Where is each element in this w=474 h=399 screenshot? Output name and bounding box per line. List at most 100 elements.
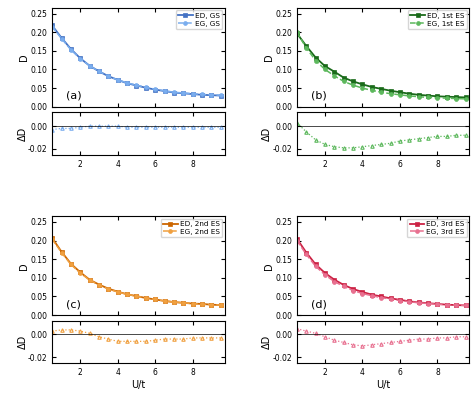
ED, 1st ES [425,93,431,98]
EG, GS [87,63,92,68]
Y-axis label: D: D [264,262,273,270]
ED, 2nd ES [152,297,158,302]
ED, GS [209,93,214,98]
ED, 3rd ES [463,303,468,308]
ED, GS [106,74,111,79]
EG, 2nd ES [152,297,158,302]
ED, 3rd ES [350,286,356,291]
EG, 2nd ES [59,250,64,255]
Legend: ED, 1st ES, EG, 1st ES: ED, 1st ES, EG, 1st ES [408,10,467,29]
ED, GS [124,81,130,86]
EG, 3rd ES [378,295,384,300]
Line: EG, 2nd ES: EG, 2nd ES [50,237,223,307]
ED, GS [162,89,167,93]
EG, 3rd ES [322,273,328,277]
ED, 3rd ES [388,296,393,301]
ED, GS [68,47,74,51]
EG, 1st ES [322,67,328,72]
ED, 1st ES [388,88,393,93]
ED, 1st ES [303,43,309,48]
EG, 3rd ES [369,293,374,298]
EG, GS [77,56,83,61]
EG, 3rd ES [331,279,337,284]
EG, GS [106,74,111,79]
ED, GS [199,93,205,97]
EG, 2nd ES [143,296,149,300]
EG, 1st ES [453,96,459,101]
X-axis label: U/t: U/t [131,380,146,390]
EG, GS [96,69,102,74]
Y-axis label: ΔD: ΔD [18,335,27,349]
EG, 2nd ES [134,294,139,298]
ED, 1st ES [331,69,337,74]
ED, GS [96,69,102,74]
ED, GS [181,91,186,96]
Text: (d): (d) [310,299,327,309]
EG, GS [49,24,55,29]
ED, GS [152,87,158,92]
Y-axis label: D: D [264,53,273,61]
ED, GS [115,77,120,82]
EG, 2nd ES [87,278,92,282]
EG, 3rd ES [416,300,421,305]
EG, 3rd ES [407,299,412,304]
EG, 1st ES [331,73,337,78]
ED, GS [87,63,92,68]
ED, 3rd ES [453,303,459,308]
EG, 2nd ES [115,290,120,294]
ED, 2nd ES [106,286,111,291]
EG, 1st ES [378,90,384,95]
ED, GS [218,93,224,98]
EG, 1st ES [407,93,412,98]
ED, 1st ES [313,55,319,60]
Y-axis label: D: D [19,262,29,270]
ED, 1st ES [350,79,356,84]
ED, 3rd ES [416,300,421,305]
ED, 1st ES [397,90,403,95]
EG, 3rd ES [360,291,365,296]
ED, 2nd ES [87,277,92,282]
ED, 2nd ES [171,300,177,304]
EG, GS [199,92,205,97]
EG, 3rd ES [453,303,459,308]
EG, 1st ES [397,93,403,97]
EG, 2nd ES [162,298,167,303]
EG, GS [162,88,167,93]
ED, 1st ES [294,31,300,36]
EG, 1st ES [416,94,421,99]
ED, 3rd ES [313,262,319,267]
EG, 3rd ES [463,303,468,308]
ED, 1st ES [435,94,440,99]
X-axis label: U/t: U/t [376,380,390,390]
ED, 1st ES [407,91,412,96]
ED, 3rd ES [341,282,346,287]
ED, 1st ES [322,64,328,69]
EG, 3rd ES [350,288,356,293]
Line: EG, GS: EG, GS [50,25,223,97]
EG, GS [68,47,74,52]
ED, 3rd ES [294,236,300,241]
ED, 3rd ES [331,277,337,282]
ED, 1st ES [378,87,384,91]
EG, 2nd ES [106,286,111,291]
ED, 1st ES [416,93,421,97]
EG, 2nd ES [209,302,214,307]
ED, 3rd ES [397,297,403,302]
Legend: ED, 2nd ES, EG, 2nd ES: ED, 2nd ES, EG, 2nd ES [161,219,222,237]
ED, 2nd ES [96,282,102,287]
EG, 1st ES [435,95,440,100]
EG, 2nd ES [181,300,186,305]
Legend: ED, GS, EG, GS: ED, GS, EG, GS [176,10,222,29]
EG, 3rd ES [425,301,431,306]
Line: ED, 1st ES: ED, 1st ES [295,32,467,99]
EG, 3rd ES [303,252,309,257]
ED, 2nd ES [77,270,83,275]
EG, 3rd ES [397,298,403,303]
ED, 2nd ES [134,294,139,298]
ED, 2nd ES [124,292,130,296]
ED, 3rd ES [360,290,365,294]
EG, 2nd ES [218,303,224,308]
Line: ED, GS: ED, GS [50,24,223,97]
Line: ED, 3rd ES: ED, 3rd ES [295,237,467,307]
EG, 1st ES [369,88,374,93]
